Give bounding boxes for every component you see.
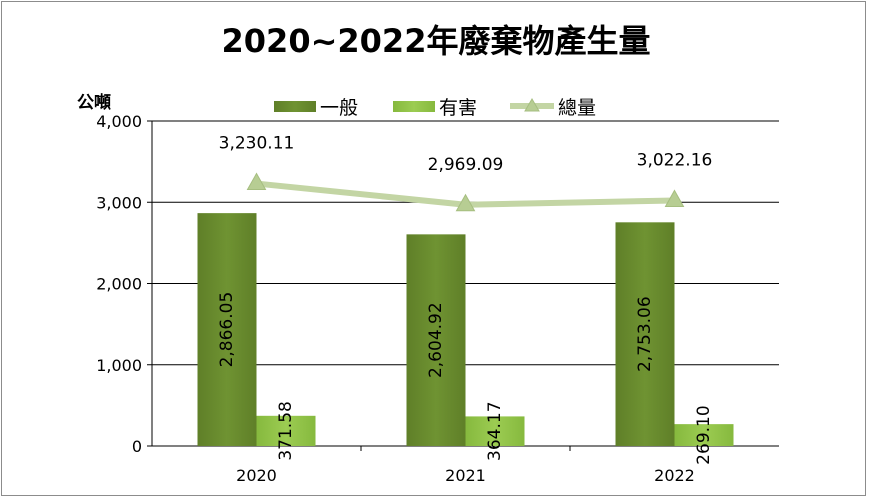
y-tick-label: 1,000 xyxy=(96,356,142,375)
total-marker xyxy=(664,189,685,207)
legend-label-hazardous: 有害 xyxy=(439,97,477,119)
data-labels: 2,866.05 371.58 2,604.92 364.17 2,753.06 269.… xyxy=(217,134,714,465)
x-axis-ticks: 2020 2021 2022 xyxy=(236,466,695,485)
bar-general xyxy=(406,234,466,446)
y-axis-ticks: 0 1,000 2,000 3,000 4,000 xyxy=(96,112,142,456)
legend-swatch-hazardous xyxy=(393,101,435,112)
total-marker xyxy=(455,193,476,212)
legend-label-total: 總量 xyxy=(558,97,596,119)
bar-general xyxy=(197,213,257,446)
data-label-general: 2,866.05 xyxy=(217,292,237,368)
y-tick-label: 4,000 xyxy=(96,112,142,131)
bar-hazardous xyxy=(465,416,525,446)
data-label-total: 2,969.09 xyxy=(428,155,504,175)
chart-title: 2020~2022年廢棄物產生量 xyxy=(222,22,651,60)
bars xyxy=(197,213,734,446)
x-tick-label: 2022 xyxy=(654,466,695,485)
total-marker xyxy=(246,172,267,191)
y-axis-unit-label: 公噸 xyxy=(77,92,111,113)
bar-hazardous xyxy=(256,415,316,446)
legend-label-general: 一般 xyxy=(320,97,358,119)
total-line-series xyxy=(246,172,685,212)
x-tick-label: 2021 xyxy=(445,466,486,485)
y-tick-label: 3,000 xyxy=(96,193,142,212)
y-tick-label: 2,000 xyxy=(96,275,142,294)
data-label-general: 2,604.92 xyxy=(426,302,446,378)
data-label-hazardous: 364.17 xyxy=(485,401,505,460)
data-label-hazardous: 371.58 xyxy=(276,401,296,460)
legend: 一般 有害 總量 xyxy=(274,97,596,119)
data-label-total: 3,230.11 xyxy=(219,134,295,154)
y-tick-label: 0 xyxy=(132,437,142,456)
x-tick-label: 2020 xyxy=(236,466,277,485)
bar-general xyxy=(615,222,675,446)
data-label-hazardous: 269.10 xyxy=(694,405,714,464)
legend-swatch-total-marker xyxy=(524,98,540,112)
data-label-total: 3,022.16 xyxy=(637,150,713,170)
legend-swatch-general xyxy=(274,101,316,112)
bar-hazardous xyxy=(674,424,734,446)
data-label-general: 2,753.06 xyxy=(635,296,655,372)
